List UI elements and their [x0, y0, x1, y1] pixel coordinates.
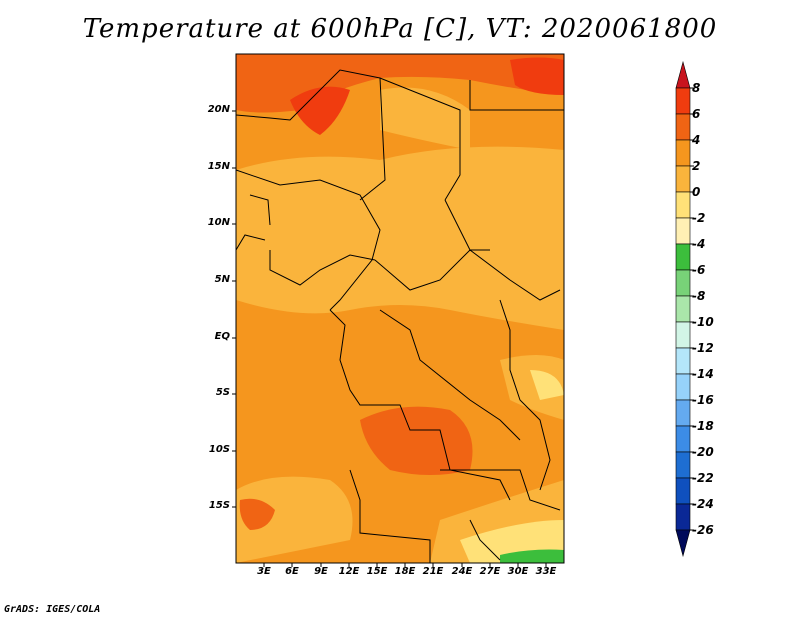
colorbar-label: -24	[692, 497, 714, 511]
field-patch-east	[500, 355, 564, 420]
colorbar-label: -8	[692, 289, 706, 303]
colorbar-segment	[675, 503, 691, 531]
field-patch-east-cool	[530, 370, 564, 400]
field-band-0-2	[236, 146, 564, 330]
colorbar-label: -18	[692, 419, 714, 433]
lat-label: 10N	[207, 217, 230, 228]
colorbar-top-triangle	[675, 60, 691, 89]
lat-label: 20N	[207, 104, 230, 115]
colorbar-segment	[675, 295, 691, 323]
colorbar-label: -22	[692, 471, 714, 485]
lon-label: 12E	[338, 566, 360, 577]
country-borders	[236, 69, 564, 563]
colorbar-label: -16	[692, 393, 714, 407]
colorbar-segment	[675, 451, 691, 479]
credit-text: GrADS: IGES/COLA	[4, 604, 101, 615]
colorbar-label: 6	[692, 107, 701, 121]
colorbar-segment	[675, 269, 691, 297]
colorbar-segment	[675, 321, 691, 349]
colorbar-segment	[675, 165, 691, 193]
colorbar-label: -6	[692, 263, 706, 277]
colorbar-bottom-triangle	[675, 529, 691, 558]
lon-label: 33E	[535, 566, 557, 577]
colorbar-segment	[675, 399, 691, 427]
colorbar-label: 8	[692, 81, 701, 95]
field-warm-southwest	[239, 498, 275, 530]
field-hot-north	[290, 86, 350, 135]
lon-label: 24E	[451, 566, 473, 577]
lon-label: 27E	[479, 566, 501, 577]
colorbar-segment	[675, 113, 691, 141]
lon-label: 3E	[257, 566, 271, 577]
colorbar-segment	[675, 191, 691, 219]
lon-label: 15E	[366, 566, 388, 577]
field-hot-northeast	[510, 57, 564, 95]
lat-label: 10S	[208, 444, 230, 455]
colorbar-label: -4	[692, 237, 706, 251]
field-warm-center-south	[360, 406, 473, 475]
axis-ticks	[232, 110, 547, 567]
field-patch-sw	[236, 476, 353, 563]
lat-label: EQ	[214, 331, 230, 342]
lat-label: 5N	[214, 274, 230, 285]
field-patch-north	[380, 87, 470, 150]
colorbar	[675, 60, 694, 558]
colorbar-label: 4	[692, 133, 701, 147]
lon-label: 6E	[285, 566, 299, 577]
colorbar-segment	[675, 347, 691, 375]
lon-label: 18E	[394, 566, 416, 577]
colorbar-label: 2	[692, 159, 701, 173]
colorbar-label: -2	[692, 211, 706, 225]
map-title: Temperature at 600hPa [C], VT: 202006180…	[82, 14, 718, 44]
plot-frame	[235, 53, 565, 564]
colorbar-label: 0	[692, 185, 701, 199]
colorbar-segment	[675, 373, 691, 401]
colorbar-segment	[675, 243, 691, 271]
lon-label: 21E	[422, 566, 444, 577]
map-field	[236, 54, 564, 563]
colorbar-segment	[675, 217, 691, 245]
lat-label: 15S	[208, 500, 230, 511]
colorbar-segment	[675, 477, 691, 505]
colorbar-label: -14	[692, 367, 714, 381]
colorbar-label: -10	[692, 315, 714, 329]
colorbar-segment	[675, 139, 691, 167]
colorbar-segment	[675, 425, 691, 453]
lat-label: 15N	[207, 161, 230, 172]
colorbar-label: -20	[692, 445, 714, 459]
lon-label: 9E	[314, 566, 328, 577]
colorbar-segment	[675, 87, 691, 115]
colorbar-label: -12	[692, 341, 714, 355]
lon-label: 30E	[507, 566, 529, 577]
field-patch-green	[500, 549, 564, 563]
lat-label: 5S	[215, 387, 230, 398]
colorbar-label: -26	[692, 523, 714, 537]
